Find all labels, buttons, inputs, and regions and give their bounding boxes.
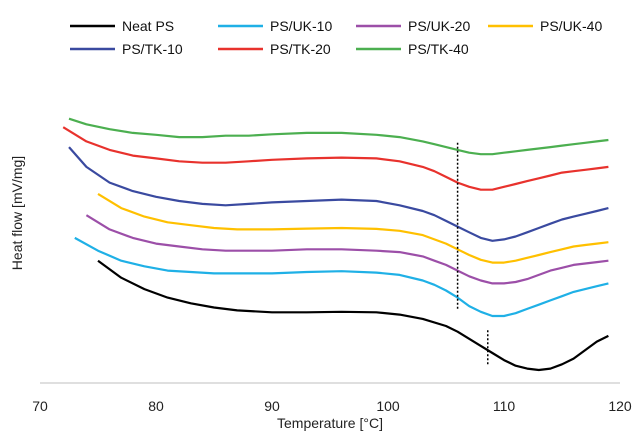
legend-label: PS/UK-10 — [270, 18, 332, 34]
x-tick-label: 110 — [493, 398, 516, 414]
x-tick-label: 100 — [376, 398, 400, 414]
legend-item-ps-uk-10: PS/UK-10 — [218, 18, 332, 34]
legend-item-neat-ps: Neat PS — [70, 18, 174, 34]
y-axis-title: Heat flow [mV/mg] — [9, 156, 25, 270]
series-line-ps-uk-20 — [85, 214, 609, 285]
legend-label: PS/TK-10 — [122, 41, 183, 57]
legend-item-ps-tk-10: PS/TK-10 — [70, 41, 183, 57]
x-tick-label: 70 — [32, 398, 48, 414]
legend-label: PS/UK-40 — [540, 18, 602, 34]
series-line-ps-tk-10 — [68, 146, 609, 242]
legend-item-ps-uk-40: PS/UK-40 — [488, 18, 602, 34]
legend: Neat PS PS/UK-10 PS/UK-20 PS/UK-40 PS/TK-10 P… — [70, 18, 602, 57]
legend-label: PS/TK-40 — [408, 41, 469, 57]
series-line-ps-tk-40 — [68, 117, 609, 156]
x-tick-label: 90 — [264, 398, 280, 414]
x-tick-labels: 70 80 90 100 110 120 — [32, 398, 632, 414]
series-line-ps-tk-20 — [62, 126, 609, 191]
legend-label: Neat PS — [122, 18, 174, 34]
legend-item-ps-tk-20: PS/TK-20 — [218, 41, 331, 57]
plot-area — [62, 117, 609, 372]
legend-label: PS/TK-20 — [270, 41, 331, 57]
x-tick-label: 80 — [148, 398, 164, 414]
legend-label: PS/UK-20 — [408, 18, 470, 34]
legend-item-ps-tk-40: PS/TK-40 — [356, 41, 469, 57]
series-line-ps-uk-10 — [74, 236, 609, 318]
x-axis-title: Temperature [°C] — [277, 415, 383, 431]
legend-item-ps-uk-20: PS/UK-20 — [356, 18, 470, 34]
series-line-neat-ps — [97, 259, 609, 372]
x-tick-label: 120 — [608, 398, 632, 414]
series-line-ps-uk-40 — [97, 192, 609, 264]
